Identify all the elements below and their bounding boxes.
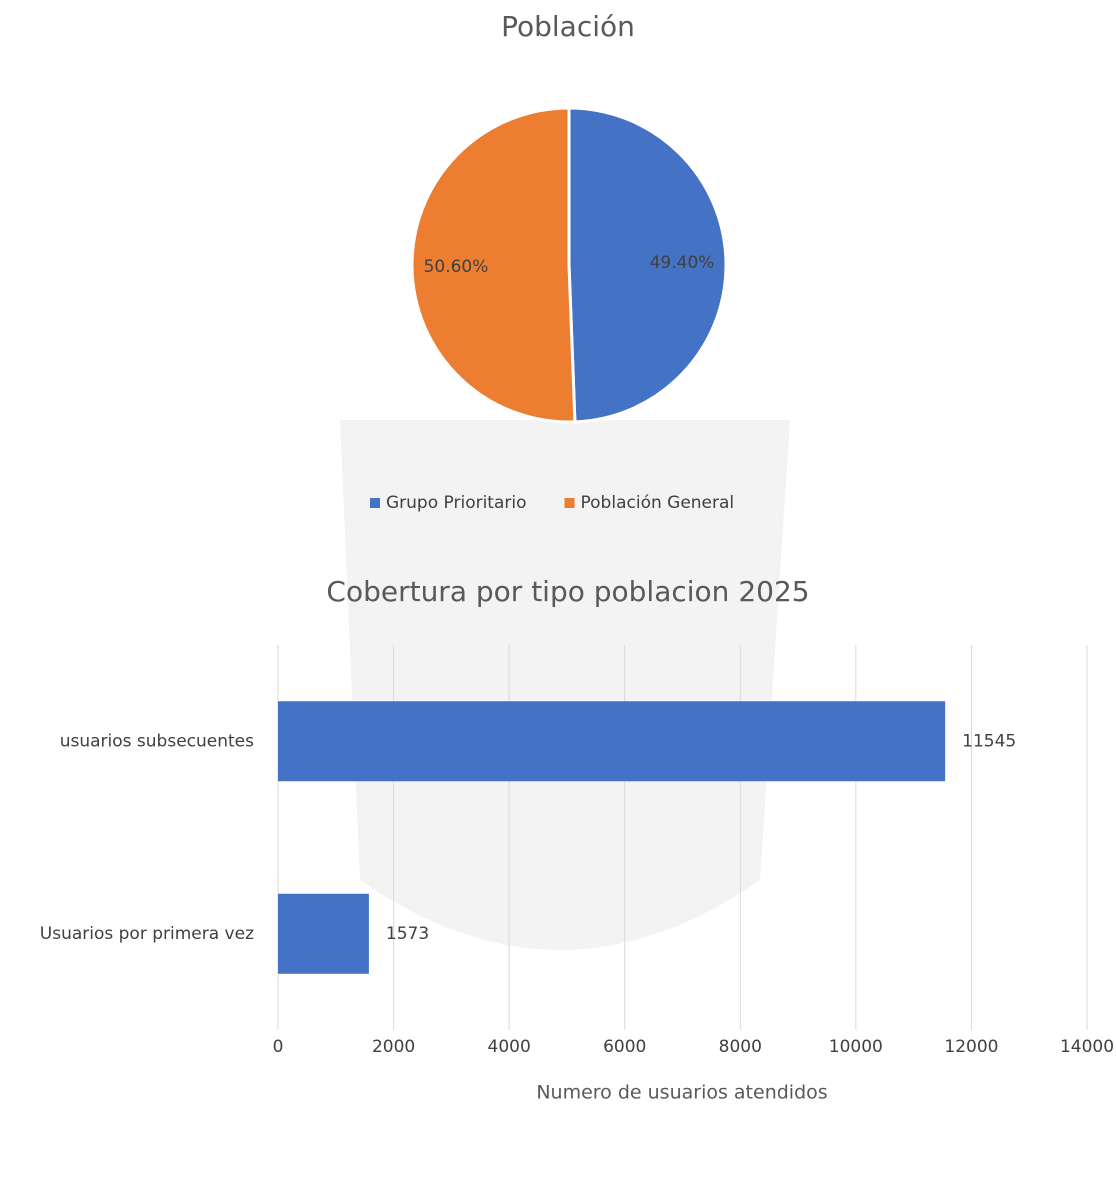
x-tick-label: 2000 <box>372 1037 415 1057</box>
bar <box>278 701 945 781</box>
x-axis-title: Numero de usuarios atendidos <box>536 1082 827 1104</box>
data-label: 11545 <box>962 731 1016 751</box>
data-label: 1573 <box>386 924 429 944</box>
x-tick-label: 6000 <box>603 1037 646 1057</box>
data-label: 50.60% <box>424 257 489 277</box>
page: Población Cobertura por tipo poblacion 2… <box>0 0 1116 1191</box>
y-tick-label: usuarios subsecuentes <box>60 731 254 751</box>
chart-title: Población <box>501 10 635 43</box>
x-tick-label: 14000 <box>1060 1037 1114 1057</box>
chart: Población Cobertura por tipo poblacion 2… <box>0 0 1116 1191</box>
legend-swatch <box>565 498 575 508</box>
x-tick-label: 0 <box>273 1037 284 1057</box>
x-tick-label: 4000 <box>488 1037 531 1057</box>
bar <box>278 894 369 974</box>
x-tick-label: 12000 <box>944 1037 998 1057</box>
x-tick-label: 8000 <box>719 1037 762 1057</box>
legend-label: Población General <box>581 493 735 513</box>
chart-title: Cobertura por tipo poblacion 2025 <box>326 575 809 608</box>
data-label: 49.40% <box>650 253 715 273</box>
legend-swatch <box>370 498 380 508</box>
y-tick-label: Usuarios por primera vez <box>40 924 254 944</box>
x-tick-label: 10000 <box>829 1037 883 1057</box>
legend-label: Grupo Prioritario <box>386 493 527 513</box>
